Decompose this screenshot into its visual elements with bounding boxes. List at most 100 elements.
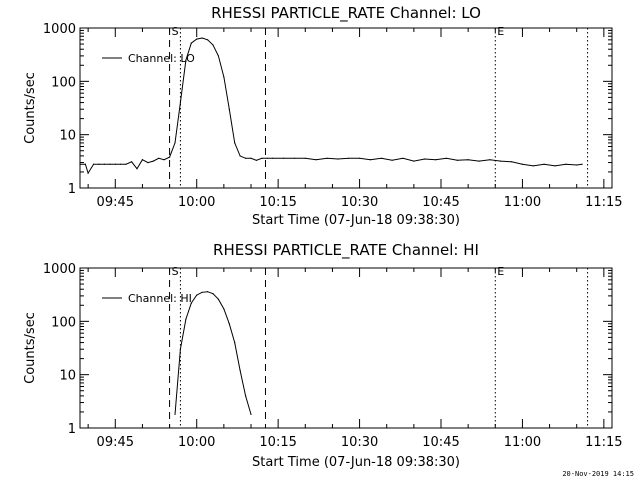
lo-x-tick-label: 11:15 [585,195,622,210]
footer-timestamp: 20-Nov-2019 14:15 [562,470,634,478]
lo-x-tick-label: 10:45 [422,195,459,210]
lo-data-point [435,159,437,161]
lo-y-tick-label: 1 [68,182,76,197]
lo-data-point [179,102,181,104]
hi-x-tick-label: 10:15 [259,435,296,450]
lo-data-point [478,160,480,162]
lo-data-point [565,163,567,165]
lo-data-point [174,142,176,144]
lo-data-point [266,157,268,159]
hi-data-point [239,369,241,371]
hi-x-tick-label: 10:45 [422,435,459,450]
lo-data-point [98,163,100,165]
lo-data-point [532,165,534,167]
hi-chart-title: RHESSI PARTICLE_RATE Channel: HI [213,241,479,260]
lo-data-point [79,163,81,165]
lo-data-point [543,163,545,165]
lo-data-point [131,161,133,163]
lo-marker-label: S [172,25,179,38]
hi-data-point [245,395,247,397]
lo-data-point [272,157,274,159]
hi-data-point [217,298,219,300]
lo-data-point [348,157,350,159]
lo-data-point [576,164,578,166]
hi-x-axis-label: Start Time (07-Jun-18 09:38:30) [252,455,460,470]
lo-data-point [185,59,187,61]
lo-data-point [413,160,415,162]
lo-data-point [109,163,111,165]
lo-y-tick-label: 1000 [43,22,76,37]
hi-x-tick-label: 11:00 [504,435,541,450]
lo-x-tick-label: 09:45 [97,195,134,210]
hi-data-point [201,291,203,293]
hi-plot-frame [79,267,613,429]
lo-plot-frame [79,27,613,189]
hi-data-point [190,302,192,304]
lo-data-point [141,159,143,161]
hi-data-point [250,413,252,415]
lo-data-point [84,163,86,165]
lo-data-point [152,160,154,162]
hi-marker-label: S [172,265,179,278]
lo-data-point [380,157,382,159]
hi-legend-label: Channel: HI [128,292,192,305]
lo-data-point [87,172,89,174]
lo-data-point [261,157,263,159]
lo-data-point [255,159,257,161]
lo-data-point [293,157,295,159]
lo-data-point [201,37,203,39]
lo-data-point [228,108,230,110]
lo-data-point [163,159,165,161]
lo-data-point [315,159,317,161]
lo-series-line [80,37,583,175]
lo-data-point [359,157,361,159]
lo-data-point [158,157,160,159]
hi-data-point [179,348,181,350]
hi-x-tick-label: 09:45 [97,435,134,450]
lo-legend-label: Channel: LO [128,52,195,65]
lo-y-axis-label: Counts/sec [23,72,38,144]
lo-x-tick-label: 10:30 [341,195,378,210]
lo-data-point [114,163,116,165]
lo-data-point [391,159,393,161]
lo-data-point [223,76,225,78]
lo-data-point [103,163,105,165]
hi-y-tick-label: 1 [68,422,76,437]
lo-data-point [304,157,306,159]
lo-data-point [402,157,404,159]
lo-data-point [147,162,149,164]
lo-data-point [511,161,513,163]
lo-x-tick-label: 11:00 [504,195,541,210]
lo-data-point [169,156,171,158]
lo-data-point [456,159,458,161]
hi-y-tick-label: 100 [51,315,76,330]
lo-data-point [190,42,192,44]
lo-data-point [196,38,198,40]
lo-y-tick-label: 10 [59,129,76,144]
lo-data-point [136,168,138,170]
lo-data-point [93,163,95,165]
lo-data-point [125,163,127,165]
lo-data-point [120,163,122,165]
lo-data-point [250,157,252,159]
lo-data-point [521,163,524,165]
lo-chart-title: RHESSI PARTICLE_RATE Channel: LO [211,4,481,23]
lo-data-point [500,160,502,162]
hi-y-axis-label: Counts/sec [23,312,38,384]
lo-data-point [212,44,214,46]
lo-data-point [467,159,469,161]
hi-x-tick-label: 11:15 [585,435,622,450]
hi-marker-label: E [497,265,504,278]
hi-data-point [207,291,209,293]
lo-data-point [239,155,241,157]
hi-series-line [174,291,252,415]
lo-x-tick-label: 10:00 [178,195,215,210]
hi-data-point [234,342,236,344]
hi-data-point [223,308,225,310]
lo-data-point [581,163,583,165]
lo-data-point [489,159,491,161]
lo-data-point [217,55,219,57]
lo-data-point [337,158,339,160]
lo-x-axis-label: Start Time (07-Jun-18 09:38:30) [252,213,460,228]
